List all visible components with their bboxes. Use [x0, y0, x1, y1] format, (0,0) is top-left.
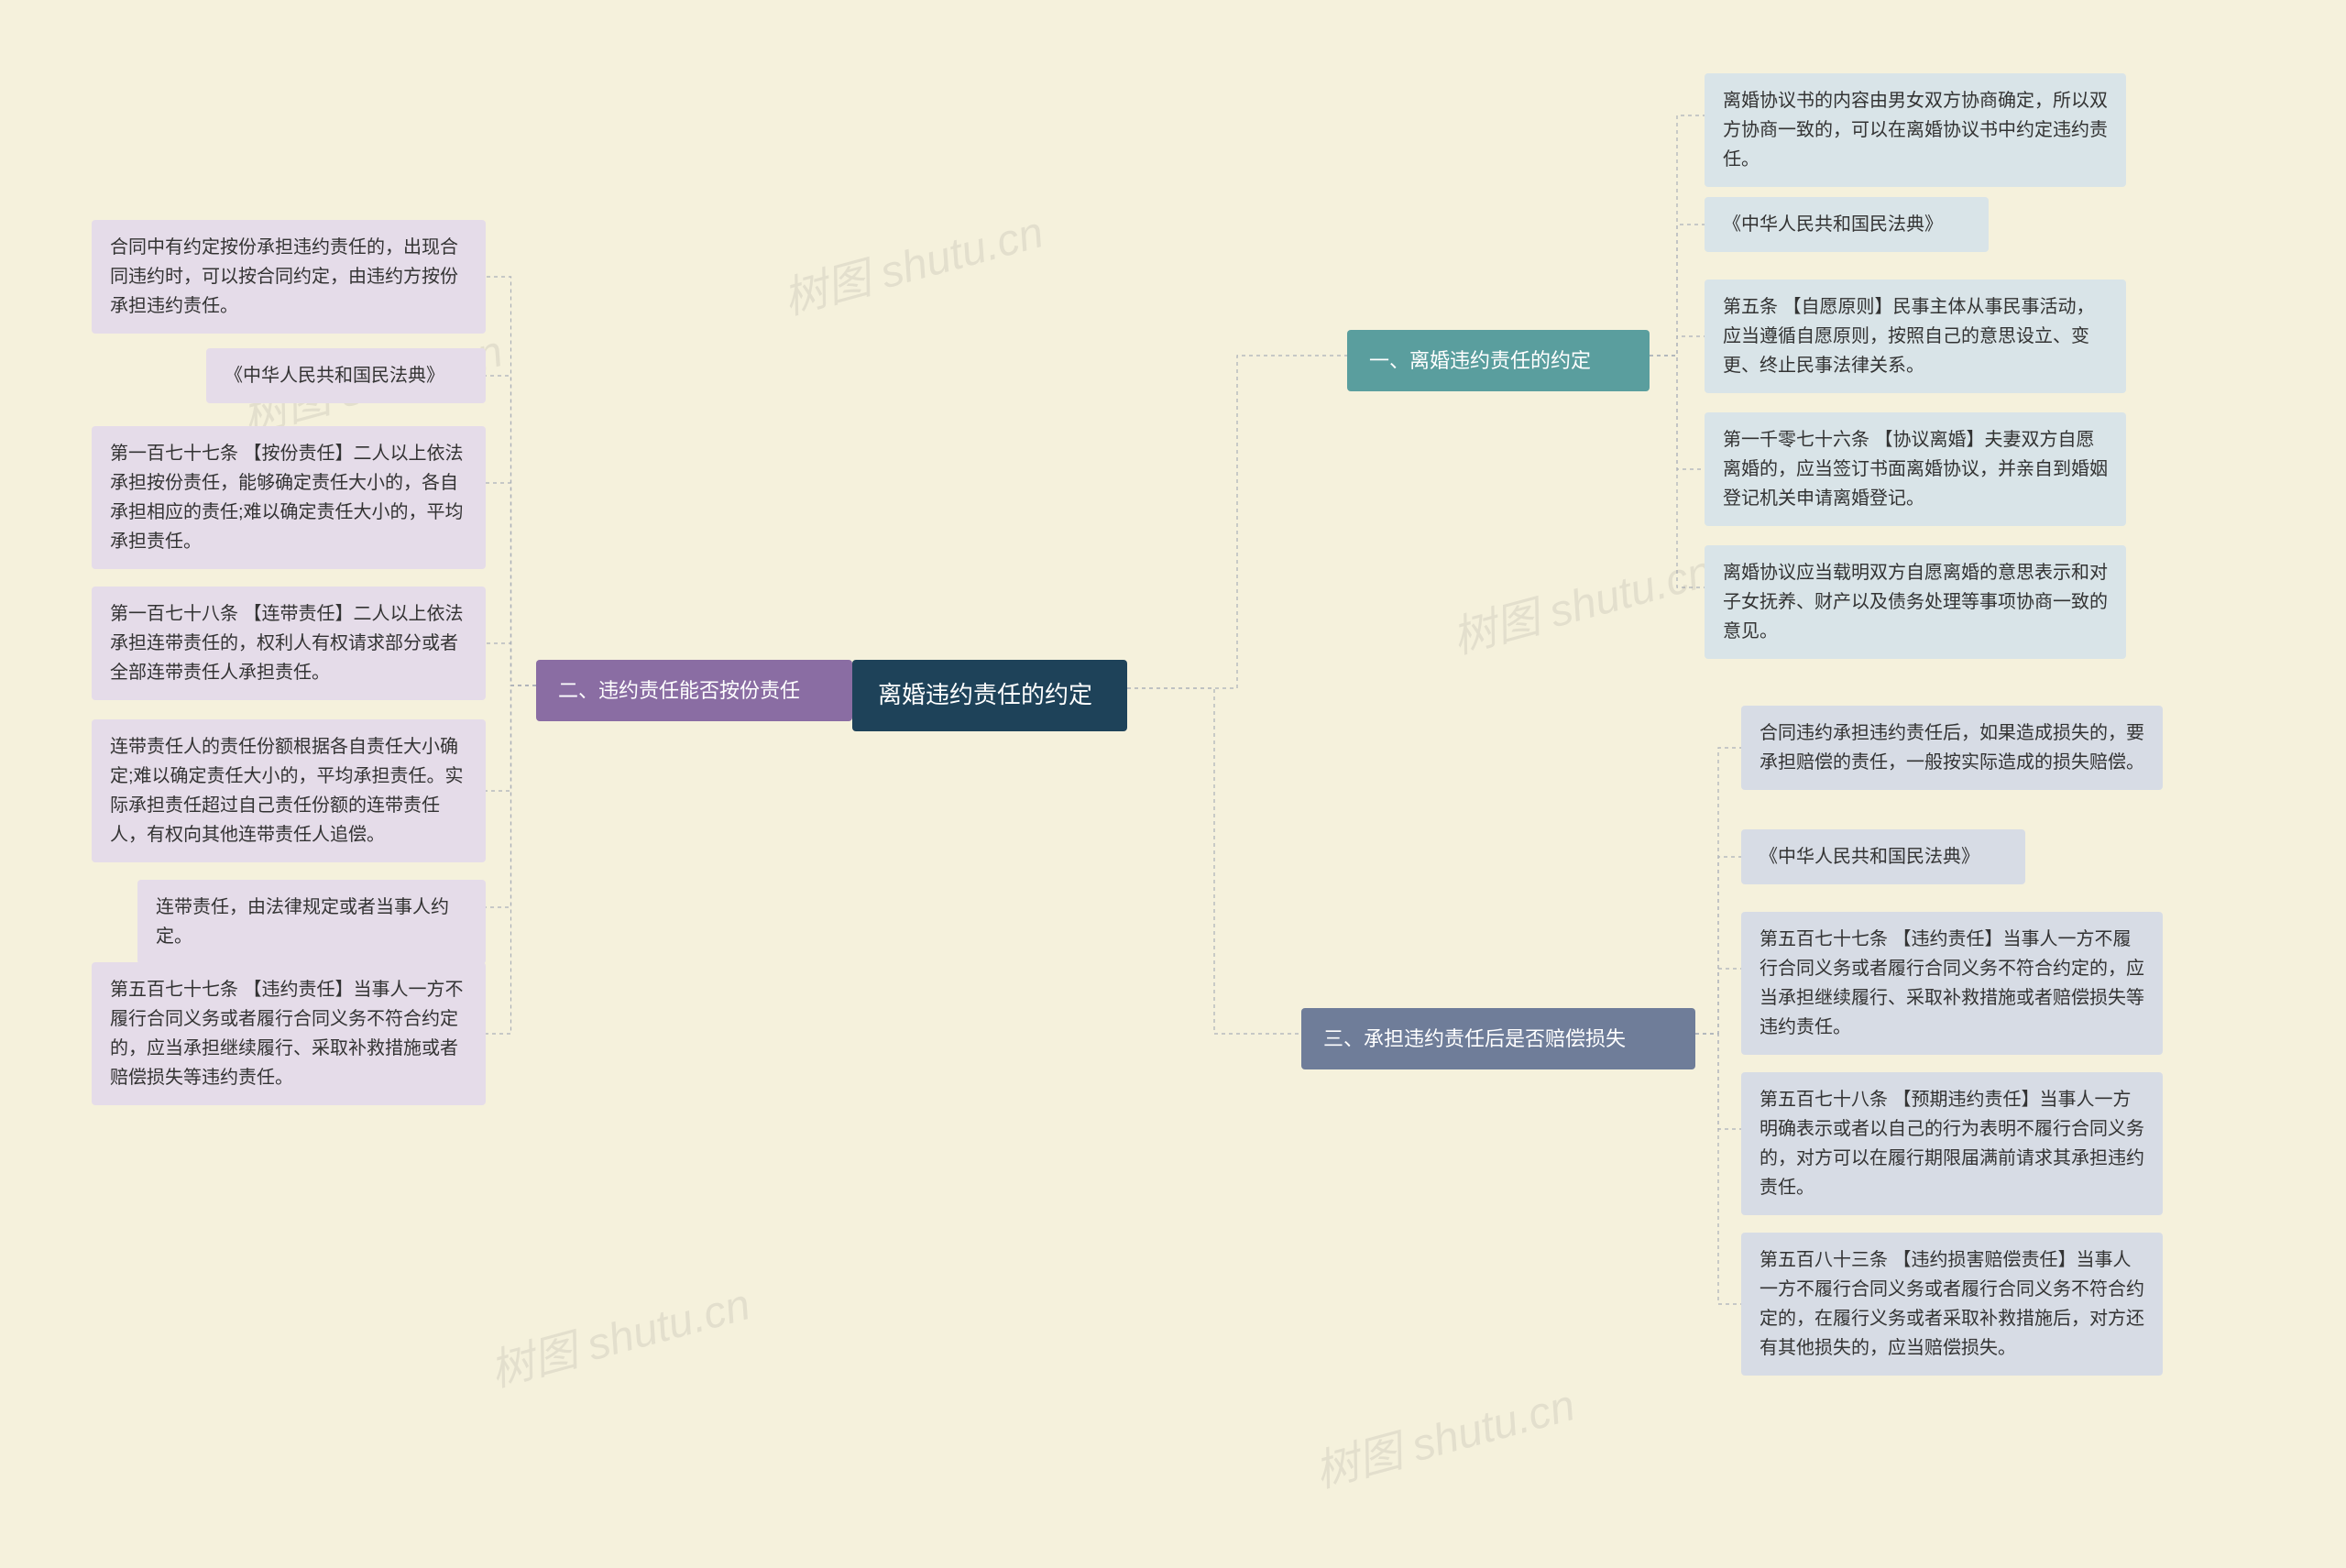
watermark-1: 树图 shutu.cn [775, 196, 1049, 327]
leaf-r1-1: 《中华人民共和国民法典》 [1705, 197, 1989, 252]
watermark-3: 树图 shutu.cn [482, 1268, 756, 1399]
leaf-l1-1: 《中华人民共和国民法典》 [206, 348, 486, 403]
watermark-4: 树图 shutu.cn [1307, 1369, 1581, 1500]
leaf-r2-3: 第五百七十八条 【预期违约责任】当事人一方明确表示或者以自己的行为表明不履行合同… [1741, 1072, 2163, 1215]
leaf-r1-4: 离婚协议应当载明双方自愿离婚的意思表示和对子女抚养、财产以及债务处理等事项协商一… [1705, 545, 2126, 659]
leaf-r2-0: 合同违约承担违约责任后，如果造成损失的，要承担赔偿的责任，一般按实际造成的损失赔… [1741, 706, 2163, 790]
leaf-l1-0: 合同中有约定按份承担违约责任的，出现合同违约时，可以按合同约定，由违约方按份承担… [92, 220, 486, 334]
leaf-r1-2: 第五条 【自愿原则】民事主体从事民事活动，应当遵循自愿原则，按照自己的意思设立、… [1705, 280, 2126, 393]
branch-r1: 一、离婚违约责任的约定 [1347, 330, 1650, 391]
leaf-r2-4: 第五百八十三条 【违约损害赔偿责任】当事人一方不履行合同义务或者履行合同义务不符… [1741, 1233, 2163, 1376]
watermark-2: 树图 shutu.cn [1444, 535, 1718, 666]
leaf-r2-2: 第五百七十七条 【违约责任】当事人一方不履行合同义务或者履行合同义务不符合约定的… [1741, 912, 2163, 1055]
center-node: 离婚违约责任的约定 [852, 660, 1127, 731]
leaf-r2-1: 《中华人民共和国民法典》 [1741, 829, 2025, 884]
leaf-l1-6: 第五百七十七条 【违约责任】当事人一方不履行合同义务或者履行合同义务不符合约定的… [92, 962, 486, 1105]
leaf-l1-5: 连带责任，由法律规定或者当事人约定。 [137, 880, 486, 964]
leaf-r1-3: 第一千零七十六条 【协议离婚】夫妻双方自愿离婚的，应当签订书面离婚协议，并亲自到… [1705, 412, 2126, 526]
leaf-l1-3: 第一百七十八条 【连带责任】二人以上依法承担连带责任的，权利人有权请求部分或者全… [92, 587, 486, 700]
branch-l1: 二、违约责任能否按份责任 [536, 660, 852, 721]
branch-r2: 三、承担违约责任后是否赔偿损失 [1301, 1008, 1695, 1069]
leaf-r1-0: 离婚协议书的内容由男女双方协商确定，所以双方协商一致的，可以在离婚协议书中约定违… [1705, 73, 2126, 187]
leaf-l1-2: 第一百七十七条 【按份责任】二人以上依法承担按份责任，能够确定责任大小的，各自承… [92, 426, 486, 569]
leaf-l1-4: 连带责任人的责任份额根据各自责任大小确定;难以确定责任大小的，平均承担责任。实际… [92, 719, 486, 862]
